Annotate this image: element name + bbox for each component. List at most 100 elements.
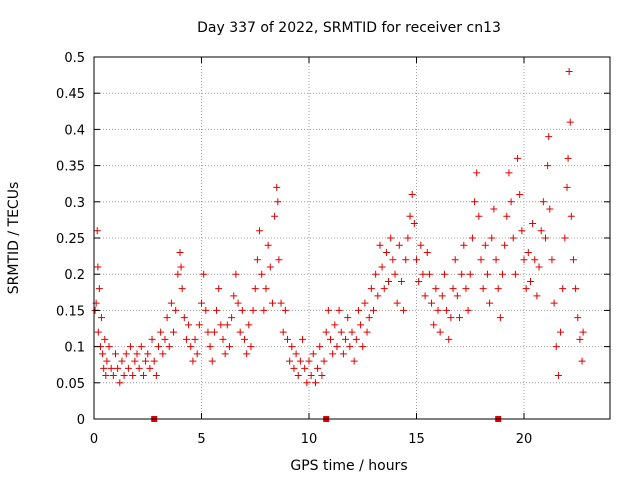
data-point (475, 212, 483, 220)
data-point (236, 328, 244, 336)
data-point (296, 357, 304, 365)
data-point (200, 270, 208, 278)
data-point (275, 256, 283, 264)
data-point (492, 256, 500, 264)
data-point (309, 350, 317, 358)
data-point (499, 270, 506, 278)
grid-lines (94, 57, 610, 419)
data-point (539, 198, 547, 206)
data-point (144, 350, 152, 358)
data-point (507, 198, 515, 206)
data-point (365, 314, 373, 322)
data-point (559, 285, 567, 293)
data-point (509, 234, 517, 242)
data-point (415, 277, 423, 285)
data-point (118, 357, 126, 365)
data-point (335, 306, 343, 314)
data-point (273, 183, 281, 191)
data-point (148, 335, 156, 343)
data-point (537, 227, 545, 235)
data-point (185, 321, 193, 329)
data-point (481, 241, 489, 249)
data-point (299, 335, 307, 343)
data-point (544, 162, 552, 170)
data-point (545, 133, 553, 141)
data-point (579, 328, 587, 336)
data-point (195, 321, 203, 329)
data-point (339, 350, 347, 358)
data-point (367, 285, 375, 293)
data-point (124, 364, 132, 372)
data-point (258, 270, 266, 278)
data-point (241, 335, 248, 343)
data-point (159, 350, 167, 358)
data-point (177, 263, 185, 271)
data-point (150, 357, 158, 365)
data-point (564, 154, 572, 162)
data-point (531, 256, 539, 264)
data-point (290, 364, 298, 372)
y-tick-label: 0.2 (64, 268, 85, 283)
data-point (466, 270, 474, 278)
data-point (256, 227, 264, 235)
data-point (320, 357, 328, 365)
data-point (314, 364, 322, 372)
data-point (176, 248, 184, 256)
data-point (464, 306, 472, 314)
data-point (445, 335, 453, 343)
data-point (94, 263, 102, 271)
data-point (182, 335, 190, 343)
data-point (189, 357, 197, 365)
x-axis-label: GPS time / hours (290, 458, 407, 474)
data-point (567, 212, 575, 220)
data-point (303, 379, 311, 387)
data-point (372, 270, 380, 278)
data-point (576, 335, 584, 343)
data-point (376, 241, 384, 249)
data-point (318, 372, 326, 380)
data-point (421, 292, 429, 300)
data-point (163, 314, 171, 322)
data-point (99, 350, 107, 358)
data-point (486, 299, 494, 307)
data-point (417, 241, 425, 249)
data-point (294, 372, 302, 380)
data-point (109, 372, 117, 380)
data-point (494, 285, 502, 293)
data-point (223, 321, 231, 329)
data-point (529, 220, 537, 228)
data-point (391, 270, 399, 278)
data-point (102, 372, 110, 380)
data-point (533, 292, 541, 300)
data-point (440, 270, 448, 278)
data-point (260, 306, 268, 314)
data-point (114, 364, 122, 372)
data-point (501, 241, 509, 249)
data-point (101, 335, 109, 343)
data-point (518, 227, 526, 235)
data-point (274, 198, 282, 206)
data-point (352, 335, 360, 343)
data-point (382, 248, 390, 256)
data-point (122, 350, 130, 358)
data-point (413, 256, 420, 264)
data-point (165, 343, 173, 351)
data-point (174, 270, 182, 278)
y-axis-label: SRMTID / TECUs (6, 182, 22, 295)
data-point (505, 169, 513, 177)
data-point (206, 343, 214, 351)
data-point (301, 364, 309, 372)
data-point (503, 212, 511, 220)
data-point (522, 285, 530, 293)
data-point (389, 256, 397, 264)
data-point (387, 234, 395, 242)
data-point (443, 306, 451, 314)
data-point (129, 372, 137, 380)
x-tick-label: 10 (301, 432, 318, 447)
data-point (561, 234, 569, 242)
data-point (238, 306, 246, 314)
data-point (370, 306, 377, 314)
data-point (251, 285, 259, 293)
data-point (526, 277, 534, 285)
data-point (554, 372, 562, 380)
